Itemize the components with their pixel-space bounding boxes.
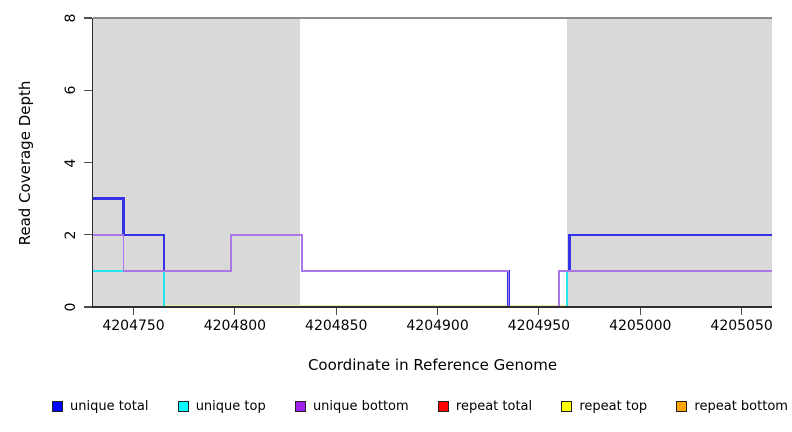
y-tick: [84, 17, 92, 19]
x-tick-label: 4204750: [102, 318, 165, 334]
series-line-unique-total: [569, 233, 772, 236]
series-line-unique-total: [123, 233, 164, 236]
legend-label: repeat top: [579, 398, 648, 414]
x-axis-line: [93, 306, 772, 308]
series-vline-unique-bottom: [507, 270, 510, 308]
legend: unique total unique top unique bottom repea…: [52, 397, 788, 415]
legend-item-repeat-total: repeat total: [437, 398, 533, 414]
series-line-unique-bottom: [301, 270, 509, 272]
x-tick: [132, 307, 135, 315]
plot-area: [93, 17, 772, 309]
y-tick-label: 2: [63, 230, 79, 240]
plot-top-rule: [93, 17, 772, 19]
series-line-unique-bottom: [93, 233, 124, 236]
y-tick: [84, 89, 92, 91]
y-tick-label: 0: [63, 302, 79, 312]
legend-label: unique bottom: [312, 398, 409, 414]
legend-item-repeat-bottom: repeat bottom: [676, 399, 788, 414]
x-tick-label: 4204900: [406, 318, 469, 334]
y-axis-line: [92, 17, 94, 308]
legend-swatch-icon: [561, 400, 573, 412]
x-tick: [436, 307, 439, 315]
y-tick-label: 6: [63, 85, 79, 95]
x-axis-title: Coordinate in Reference Genome: [307, 356, 558, 374]
legend-item-unique-bottom: unique bottom: [294, 398, 409, 414]
legend-item-repeat-top: repeat top: [561, 399, 647, 414]
series-line-unique-bottom: [230, 233, 302, 236]
series-vline-unique-total: [568, 233, 571, 273]
x-tick: [335, 307, 337, 315]
legend-swatch-icon: [52, 400, 63, 412]
legend-swatch-icon: [177, 400, 189, 412]
x-tick-label: 4204850: [305, 318, 368, 334]
series-line-unique-bottom: [123, 270, 231, 272]
series-line-unique-total: [93, 197, 124, 200]
legend-label: unique top: [195, 398, 266, 414]
series-vline-unique-total: [162, 233, 166, 273]
x-tick-label: 4205050: [710, 318, 773, 334]
y-tick-label: 8: [63, 13, 79, 23]
series-vline-unique-top: [566, 270, 569, 308]
x-tick-label: 4204950: [507, 318, 571, 334]
legend-label: repeat bottom: [694, 398, 788, 414]
series-vline-unique-bottom: [122, 233, 125, 272]
y-tick-label: 4: [63, 158, 79, 167]
series-vline-unique-bottom: [230, 233, 232, 272]
repeat-region-left: [93, 18, 300, 307]
y-axis-title: Read Coverage Depth: [14, 18, 36, 307]
series-vline-unique-bottom: [300, 233, 303, 272]
x-tick: [234, 307, 236, 315]
legend-label: repeat total: [455, 398, 533, 414]
legend-label: unique total: [70, 398, 149, 414]
series-vline-unique-bottom: [558, 270, 560, 308]
y-axis-title-text: Read Coverage Depth: [16, 80, 34, 245]
y-tick: [84, 234, 92, 236]
legend-item-unique-top: unique top: [177, 398, 266, 414]
repeat-region-right: [567, 18, 772, 307]
legend-item-unique-total: unique total: [52, 399, 148, 414]
series-vline-unique-total: [122, 197, 125, 236]
x-tick: [639, 307, 641, 315]
series-vline-unique-top: [163, 270, 165, 308]
y-tick: [84, 306, 92, 308]
series-line-repeat-top-sliver: [163, 304, 568, 306]
y-tick: [84, 161, 92, 164]
legend-swatch-icon: [294, 400, 306, 412]
x-tick-label: 4204800: [203, 318, 267, 334]
legend-swatch-icon: [437, 400, 449, 412]
x-tick: [740, 307, 743, 315]
series-line-unique-bottom: [559, 270, 772, 272]
x-tick-label: 4205000: [609, 318, 672, 334]
legend-swatch-icon: [676, 400, 688, 412]
x-tick: [538, 307, 540, 315]
